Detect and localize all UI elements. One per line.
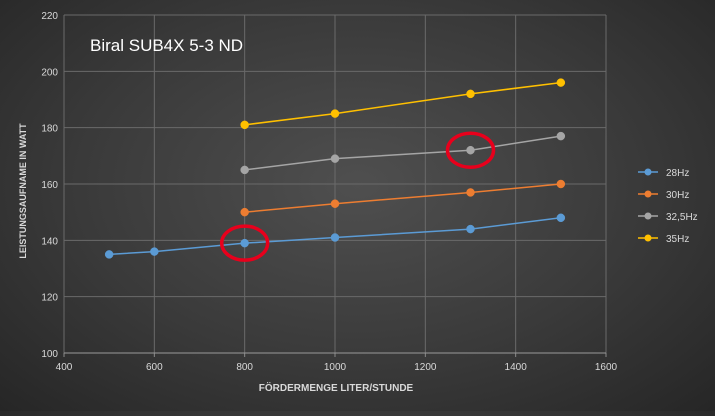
y-tick-label: 160 xyxy=(41,180,58,191)
highlight-circle xyxy=(219,224,270,262)
x-tick-label: 600 xyxy=(146,362,163,373)
data-point-32,5Hz xyxy=(556,131,566,141)
x-axis-label: FÖRDERMENGE LITER/STUNDE xyxy=(259,381,414,394)
data-point-35Hz xyxy=(330,109,340,118)
legend-label: 32,5Hz xyxy=(666,212,698,223)
annotations xyxy=(219,131,496,262)
y-tick-label: 140 xyxy=(41,236,58,247)
series-line-30Hz xyxy=(244,183,561,213)
legend-label: 28Hz xyxy=(666,168,689,179)
data-point-30Hz xyxy=(240,207,249,217)
chart-title: Biral SUB4X 5-3 ND xyxy=(90,36,243,55)
x-tick-label: 1000 xyxy=(324,362,347,373)
data-point-28Hz xyxy=(104,250,114,259)
data-point-28Hz xyxy=(556,213,566,223)
legend-swatch-marker xyxy=(644,234,652,242)
x-tick-label: 1600 xyxy=(595,362,618,373)
grid xyxy=(63,14,607,354)
legend: 28Hz 30Hz 32,5Hz 35Hz xyxy=(638,168,698,245)
series-line-35Hz xyxy=(244,81,561,126)
data-point-32,5Hz xyxy=(330,154,340,163)
y-tick-label: 120 xyxy=(41,293,58,304)
legend-label: 35Hz xyxy=(666,234,689,245)
legend-swatch-marker xyxy=(644,190,652,198)
y-tick-label: 100 xyxy=(41,349,58,360)
y-tick-label: 180 xyxy=(41,124,58,135)
data-point-32,5Hz xyxy=(240,165,249,175)
x-tick-label: 1200 xyxy=(414,362,437,373)
series xyxy=(104,78,566,259)
data-point-32,5Hz xyxy=(466,145,475,155)
data-point-30Hz xyxy=(556,179,566,189)
highlight-circle xyxy=(445,131,496,169)
axes: 100 120 140 160 180 200 220 400 600 800 1000 1200 14… xyxy=(41,11,617,373)
x-tick-label: 800 xyxy=(236,362,253,373)
y-tick-label: 220 xyxy=(41,11,58,22)
legend-swatch-marker xyxy=(644,168,652,176)
data-point-35Hz xyxy=(466,89,475,99)
data-point-28Hz xyxy=(240,238,249,248)
data-point-28Hz xyxy=(466,224,475,234)
y-axis-label: LEISTUNGSAUFNAME IN WATT xyxy=(18,123,28,259)
series-line-32,5Hz xyxy=(244,135,561,171)
data-point-35Hz xyxy=(556,78,566,87)
data-point-30Hz xyxy=(466,188,475,197)
series-line-28Hz xyxy=(109,217,561,256)
data-point-30Hz xyxy=(330,199,340,208)
x-tick-label: 400 xyxy=(56,362,73,373)
data-point-28Hz xyxy=(150,247,159,256)
x-tick-label: 1400 xyxy=(505,362,528,373)
legend-swatch-marker xyxy=(644,212,652,220)
y-tick-label: 200 xyxy=(41,67,58,78)
data-point-35Hz xyxy=(240,120,249,130)
data-point-28Hz xyxy=(330,233,340,242)
legend-label: 30Hz xyxy=(666,190,689,201)
